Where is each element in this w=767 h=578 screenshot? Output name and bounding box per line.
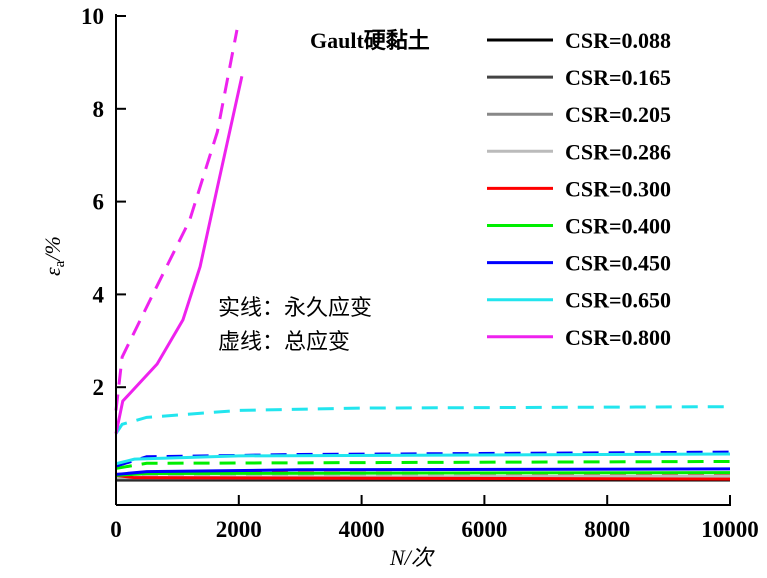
series-permanent-csr-0.800 bbox=[114, 75, 244, 434]
y-tick-label: 8 bbox=[93, 97, 105, 122]
y-axis-label-unit: /% bbox=[40, 236, 65, 262]
legend-label: CSR=0.650 bbox=[565, 288, 671, 313]
ticks: 0 2000 4000 6000 8000 10000 2 4 6 8 10 bbox=[81, 4, 759, 542]
y-tick-label: 6 bbox=[93, 190, 105, 215]
series-total-csr-0.650 bbox=[114, 405, 731, 435]
x-tick-label: 6000 bbox=[461, 517, 507, 542]
series-permanent-csr-0.450 bbox=[115, 467, 731, 476]
legend-label: CSR=0.450 bbox=[565, 251, 671, 276]
legend-label: CSR=0.800 bbox=[565, 325, 671, 350]
svg-text:εa/%: εa/% bbox=[40, 236, 68, 276]
x-tick-label: 2000 bbox=[216, 517, 262, 542]
x-tick-label: 0 bbox=[110, 517, 122, 542]
x-axis-label: N/次 bbox=[389, 545, 436, 570]
series-total-csr-0.800 bbox=[114, 29, 239, 411]
y-tick-label: 2 bbox=[93, 375, 105, 400]
legend: CSR=0.088 CSR=0.165 CSR=0.205 CSR=0.286 CSR=… bbox=[487, 28, 671, 350]
series-total-csr-0.400 bbox=[115, 459, 731, 470]
legend-label: CSR=0.205 bbox=[565, 102, 671, 127]
y-tick-label: 4 bbox=[93, 282, 105, 307]
legend-title: Gault硬黏土 bbox=[310, 28, 430, 53]
legend-label: CSR=0.300 bbox=[565, 176, 671, 201]
legend-label: CSR=0.400 bbox=[565, 214, 671, 239]
legend-label: CSR=0.088 bbox=[565, 28, 671, 53]
y-axis-label-sub: a bbox=[52, 260, 68, 267]
x-tick-label: 8000 bbox=[584, 517, 630, 542]
annotation-dashed: 虚线：总应变 bbox=[218, 330, 350, 355]
series-permanent-csr-0.650 bbox=[115, 452, 731, 466]
x-tick-label: 4000 bbox=[339, 517, 385, 542]
y-tick-label: 10 bbox=[81, 4, 104, 29]
y-axis-label-symbol: ε bbox=[40, 267, 65, 276]
legend-label: CSR=0.286 bbox=[565, 139, 671, 164]
annotation-solid: 实线：永久应变 bbox=[218, 296, 372, 321]
x-tick-label: 10000 bbox=[701, 517, 759, 542]
legend-label: CSR=0.165 bbox=[565, 65, 671, 90]
series-layer bbox=[114, 29, 731, 482]
